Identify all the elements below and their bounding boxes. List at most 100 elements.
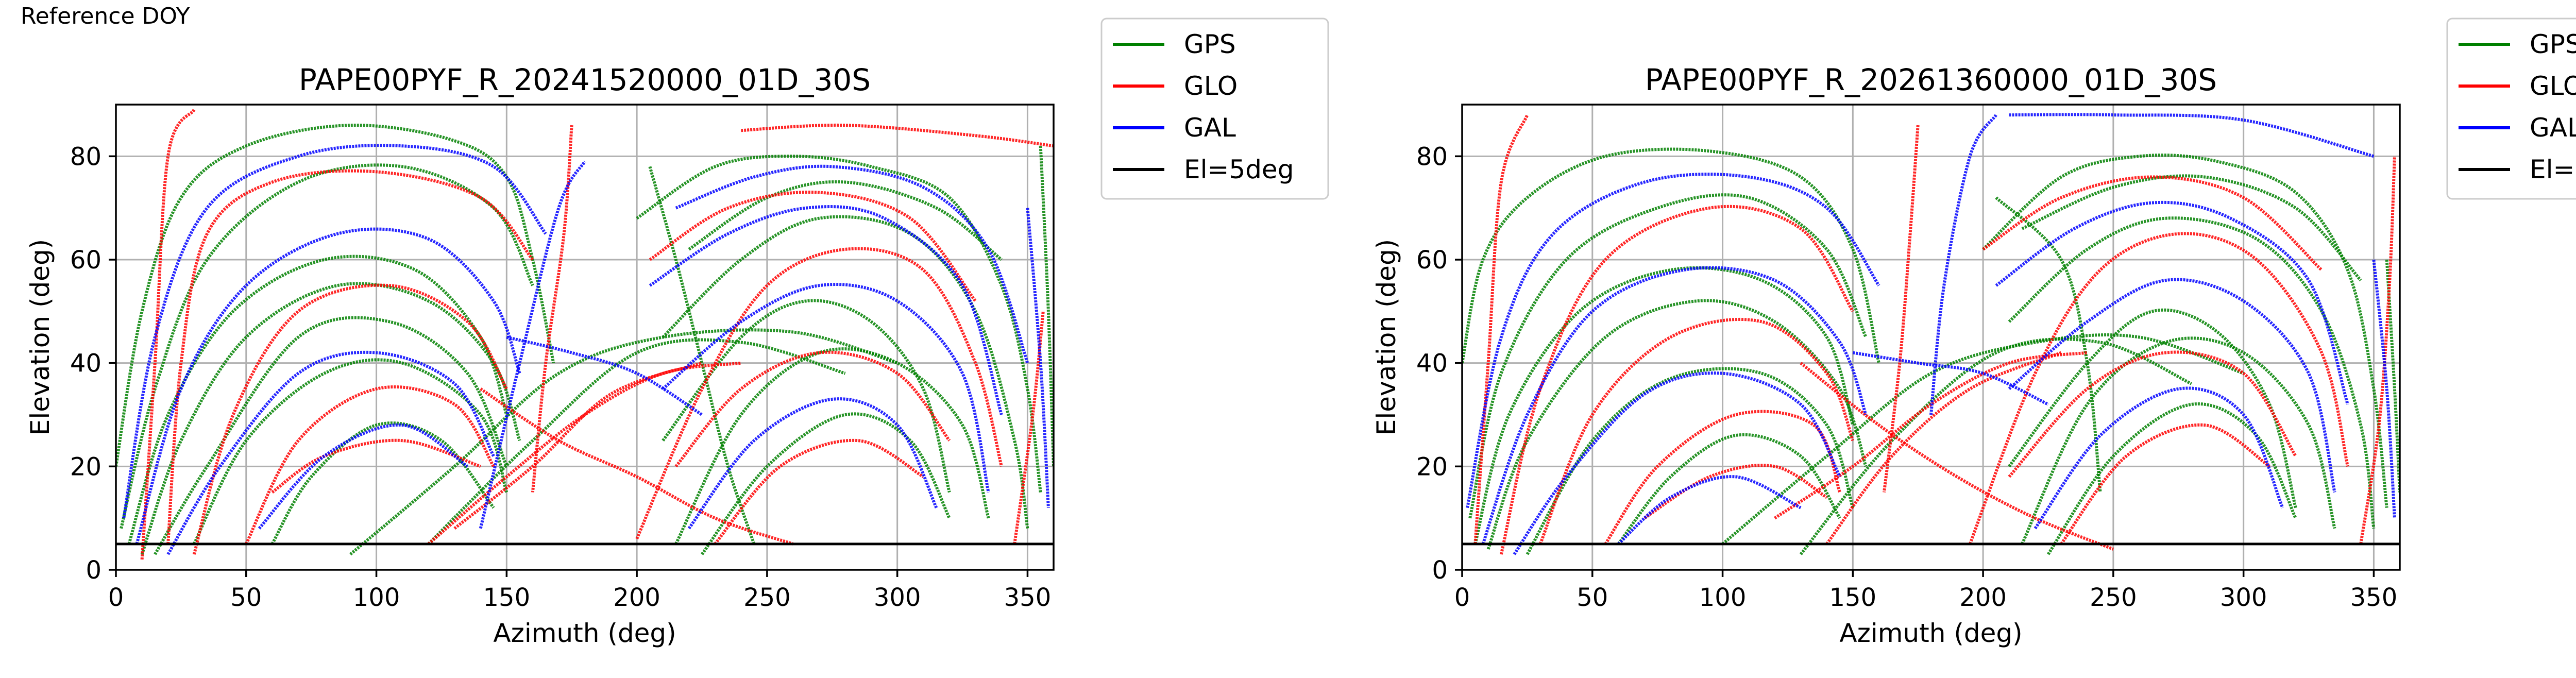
- track-gal-34: [166, 350, 495, 555]
- y-tick-label: 40: [1416, 349, 1448, 378]
- x-tick-label: 200: [613, 583, 660, 612]
- legend-label: GLO: [2530, 71, 2576, 101]
- track-glo-18: [192, 283, 508, 555]
- track-glo-27: [649, 191, 977, 302]
- x-tick-label: 100: [353, 583, 400, 612]
- legend-label: GPS: [1184, 29, 1236, 59]
- track-glo-17: [166, 169, 534, 545]
- track-glo-24: [480, 387, 794, 546]
- legend-box: [1100, 18, 1329, 200]
- y-tick-label: 20: [70, 452, 101, 481]
- track-gps-7: [349, 328, 898, 556]
- track-gal-36: [2008, 278, 2336, 493]
- track-gps-4: [1617, 433, 1841, 545]
- track-gal-36: [479, 160, 586, 529]
- x-tick-label: 100: [1699, 583, 1747, 612]
- legend-label: El=5deg: [1184, 155, 1294, 184]
- x-tick-label: 300: [874, 583, 921, 612]
- y-tick-label: 0: [1432, 556, 1448, 585]
- x-tick-label: 200: [1959, 583, 2007, 612]
- track-gps-15: [662, 299, 951, 493]
- track-gps-1: [1468, 193, 1868, 519]
- track-gps-14: [2385, 259, 2400, 493]
- track-glo-19: [1604, 410, 1841, 545]
- x-tick-label: 0: [108, 583, 124, 612]
- x-tick-label: 250: [2090, 583, 2137, 612]
- chart-title: PAPE00PYF_R_20241520000_01D_30S: [299, 62, 871, 97]
- track-gal-40: [675, 164, 1029, 364]
- track-gps-10: [636, 155, 1042, 493]
- chart-title: PAPE00PYF_R_20261360000_01D_30S: [1645, 62, 2217, 97]
- track-glo-22: [531, 125, 573, 493]
- x-tick-label: 350: [1004, 583, 1052, 612]
- track-glo-17: [1499, 205, 1854, 555]
- y-tick-label: 80: [70, 142, 101, 171]
- y-tick-label: 80: [1416, 142, 1448, 171]
- track-glo-31: [1013, 311, 1045, 545]
- x-axis-label: Azimuth (deg): [1839, 618, 2022, 648]
- track-gps-8: [1982, 154, 2388, 508]
- track-gps-10: [2021, 336, 2336, 545]
- track-gps-3: [1526, 367, 1855, 555]
- track-gal-40: [2372, 259, 2396, 518]
- track-gps-11: [2046, 402, 2297, 555]
- track-glo-26: [1982, 175, 2323, 272]
- track-gal-32: [1513, 371, 1841, 555]
- track-glo-25: [453, 361, 703, 530]
- track-glo-23: [1800, 362, 2114, 551]
- track-gal-37: [649, 205, 1003, 415]
- x-tick-label: 50: [1577, 583, 1608, 612]
- y-axis-label: Elevation (deg): [1371, 239, 1401, 435]
- track-gal-38: [1852, 351, 2049, 406]
- track-gps-15: [2021, 174, 2362, 282]
- track-gal-41: [506, 335, 703, 416]
- track-gal-39: [2009, 113, 2375, 158]
- track-gal-42: [1026, 208, 1050, 508]
- track-gps-5: [1473, 266, 1855, 545]
- tracks-group: [116, 109, 1054, 560]
- track-glo-18: [1538, 317, 1855, 545]
- track-glo-21: [1883, 125, 1920, 493]
- track-glo-30: [741, 123, 1054, 148]
- chart-panel-right: 0 50 100 150 200 250 300 350 0 20 40 60 80 PAPE00PYF_…: [1371, 18, 2576, 648]
- track-glo-29: [714, 438, 924, 545]
- legend-label: GAL: [1184, 113, 1236, 143]
- x-tick-label: 150: [1829, 583, 1877, 612]
- plot-area: [116, 105, 1054, 570]
- track-glo-26: [635, 247, 1003, 539]
- track-glo-16: [1473, 114, 1529, 545]
- legend-label: GPS: [2530, 29, 2576, 59]
- legend-label: GAL: [2530, 113, 2576, 143]
- x-tick-label: 0: [1454, 583, 1470, 612]
- y-tick-label: 60: [1416, 246, 1448, 275]
- track-gal-35: [258, 423, 469, 530]
- x-tick-label: 350: [2350, 583, 2398, 612]
- legend-label: GLO: [1184, 71, 1238, 101]
- y-tick-label: 20: [1416, 452, 1448, 481]
- plot-frame: [1461, 104, 2401, 571]
- y-axis-label: Elevation (deg): [25, 239, 55, 435]
- track-gps-0: [1462, 147, 1880, 364]
- track-gps-16: [688, 180, 1003, 261]
- track-gps-6: [154, 316, 509, 555]
- track-gal-33: [1617, 475, 1802, 546]
- track-gps-11: [662, 215, 1029, 529]
- track-glo-25: [1968, 232, 2349, 545]
- x-tick-label: 150: [483, 583, 531, 612]
- track-gps-6: [1721, 333, 2244, 546]
- track-gal-32: [122, 144, 547, 519]
- plot-frame: [115, 104, 1055, 571]
- y-tick-label: 40: [70, 349, 101, 378]
- track-glo-28: [2060, 423, 2270, 545]
- track-glo-20: [271, 438, 481, 494]
- legend-box: [2446, 18, 2576, 200]
- track-gps-13: [701, 412, 951, 555]
- y-tick-label: 60: [70, 246, 101, 275]
- x-tick-label: 250: [743, 583, 791, 612]
- track-gps-12: [674, 347, 990, 545]
- figure-label: Reference DOY: [21, 3, 190, 29]
- track-glo-19: [245, 385, 495, 545]
- x-axis-label: Azimuth (deg): [493, 618, 676, 648]
- track-gps-7: [1799, 337, 2192, 555]
